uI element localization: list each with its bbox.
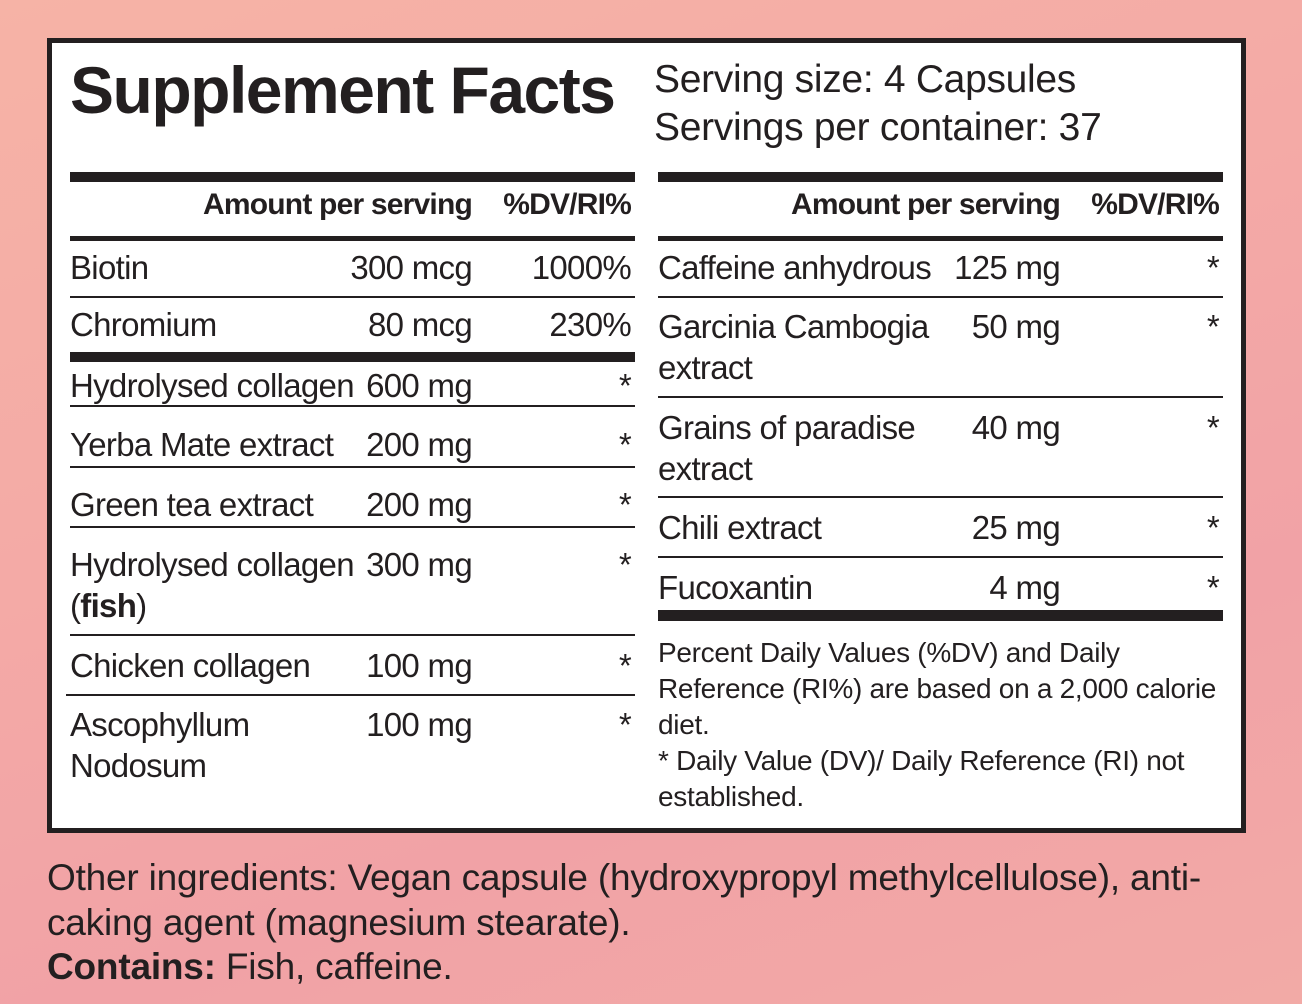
- divider: [658, 496, 1223, 498]
- nutrient-amount: 100 mg: [366, 647, 473, 684]
- amount-header: Amount per serving: [791, 188, 1061, 221]
- nutrient-dv: *: [618, 647, 632, 684]
- nutrient-dv: *: [618, 486, 632, 523]
- other-ingredients: Other ingredients: Vegan capsule (hydrox…: [47, 856, 1277, 990]
- divider: [70, 634, 635, 636]
- nutrient-name: Grains of paradise extract: [658, 409, 916, 487]
- footnote-not-established: * Daily Value (DV)/ Daily Reference (RI)…: [658, 745, 1185, 812]
- thick-divider: [658, 610, 1223, 621]
- nutrient-name: Yerba Mate extract: [70, 426, 334, 463]
- nutrient-amount: 600 mg: [366, 367, 473, 404]
- nutrient-dv: *: [618, 426, 632, 463]
- nutrient-name: Ascophyllum Nodosum: [70, 706, 250, 784]
- nutrient-dv: 230%: [549, 306, 631, 343]
- nutrient-amount: 200 mg: [366, 426, 473, 463]
- panel-title: Supplement Facts: [70, 53, 616, 127]
- divider: [70, 466, 635, 468]
- divider: [66, 694, 635, 696]
- nutrient-amount: 100 mg: [366, 706, 473, 743]
- other-ingredients-text: Other ingredients: Vegan capsule (hydrox…: [47, 857, 1201, 943]
- nutrient-amount: 50 mg: [971, 308, 1061, 345]
- nutrient-name: Green tea extract: [70, 486, 314, 523]
- divider: [70, 236, 635, 241]
- nutrient-name: Chili extract: [658, 509, 822, 546]
- divider: [658, 556, 1223, 558]
- dv-header: %DV/RI%: [1091, 188, 1220, 221]
- nutrient-name: Hydrolysed collagen: [70, 367, 355, 404]
- contains-line: Contains: Fish, caffeine.: [47, 945, 1277, 990]
- divider: [658, 296, 1223, 298]
- nutrient-dv: *: [1206, 249, 1220, 286]
- serving-size: Serving size: 4 Capsules: [654, 58, 1077, 101]
- divider: [70, 296, 635, 298]
- supplement-facts-panel: [47, 38, 1246, 833]
- column-header: Amount per serving %DV/RI%: [658, 188, 1223, 232]
- nutrient-name: Biotin: [70, 249, 149, 286]
- servings-per-container: Servings per container: 37: [654, 106, 1102, 149]
- divider: [70, 526, 635, 528]
- nutrient-amount: 300 mg: [366, 546, 473, 583]
- nutrient-dv: *: [618, 706, 632, 743]
- nutrient-dv: 1000%: [531, 249, 632, 286]
- contains-value: Fish, caffeine.: [215, 946, 453, 987]
- nutrient-name: Caffeine anhydrous: [658, 249, 932, 286]
- nutrient-name: Garcinia Cambogia extract: [658, 308, 929, 386]
- nutrient-amount: 40 mg: [971, 409, 1061, 446]
- footnote: Percent Daily Values (%DV) and Daily Ref…: [658, 635, 1218, 815]
- divider: [658, 236, 1223, 241]
- divider: [70, 405, 635, 407]
- nutrient-name: Fucoxantin: [658, 569, 813, 606]
- nutrient-dv: *: [1206, 509, 1220, 546]
- dv-header: %DV/RI%: [503, 188, 632, 221]
- nutrient-name: Hydrolysed collagen (fish): [70, 546, 355, 624]
- nutrient-dv: *: [618, 367, 632, 404]
- thick-divider: [70, 172, 635, 182]
- footnote-dv-basis: Percent Daily Values (%DV) and Daily Ref…: [658, 637, 1217, 740]
- nutrient-amount: 200 mg: [366, 486, 473, 523]
- nutrient-amount: 80 mcg: [367, 306, 473, 343]
- nutrient-amount: 125 mg: [954, 249, 1061, 286]
- nutrient-dv: *: [1206, 569, 1220, 606]
- thick-divider: [70, 352, 635, 362]
- thick-divider: [658, 172, 1223, 182]
- contains-label: Contains:: [47, 946, 216, 987]
- nutrient-dv: *: [1206, 409, 1220, 446]
- divider: [658, 396, 1223, 398]
- nutrient-dv: *: [1206, 308, 1220, 345]
- amount-header: Amount per serving: [203, 188, 473, 221]
- nutrient-amount: 4 mg: [989, 569, 1060, 606]
- nutrient-name: Chicken collagen: [70, 647, 311, 684]
- column-header: Amount per serving %DV/RI%: [70, 188, 635, 232]
- nutrient-dv: *: [618, 546, 632, 583]
- nutrient-amount: 25 mg: [971, 509, 1061, 546]
- nutrient-amount: 300 mcg: [350, 249, 472, 286]
- nutrient-name: Chromium: [70, 306, 217, 343]
